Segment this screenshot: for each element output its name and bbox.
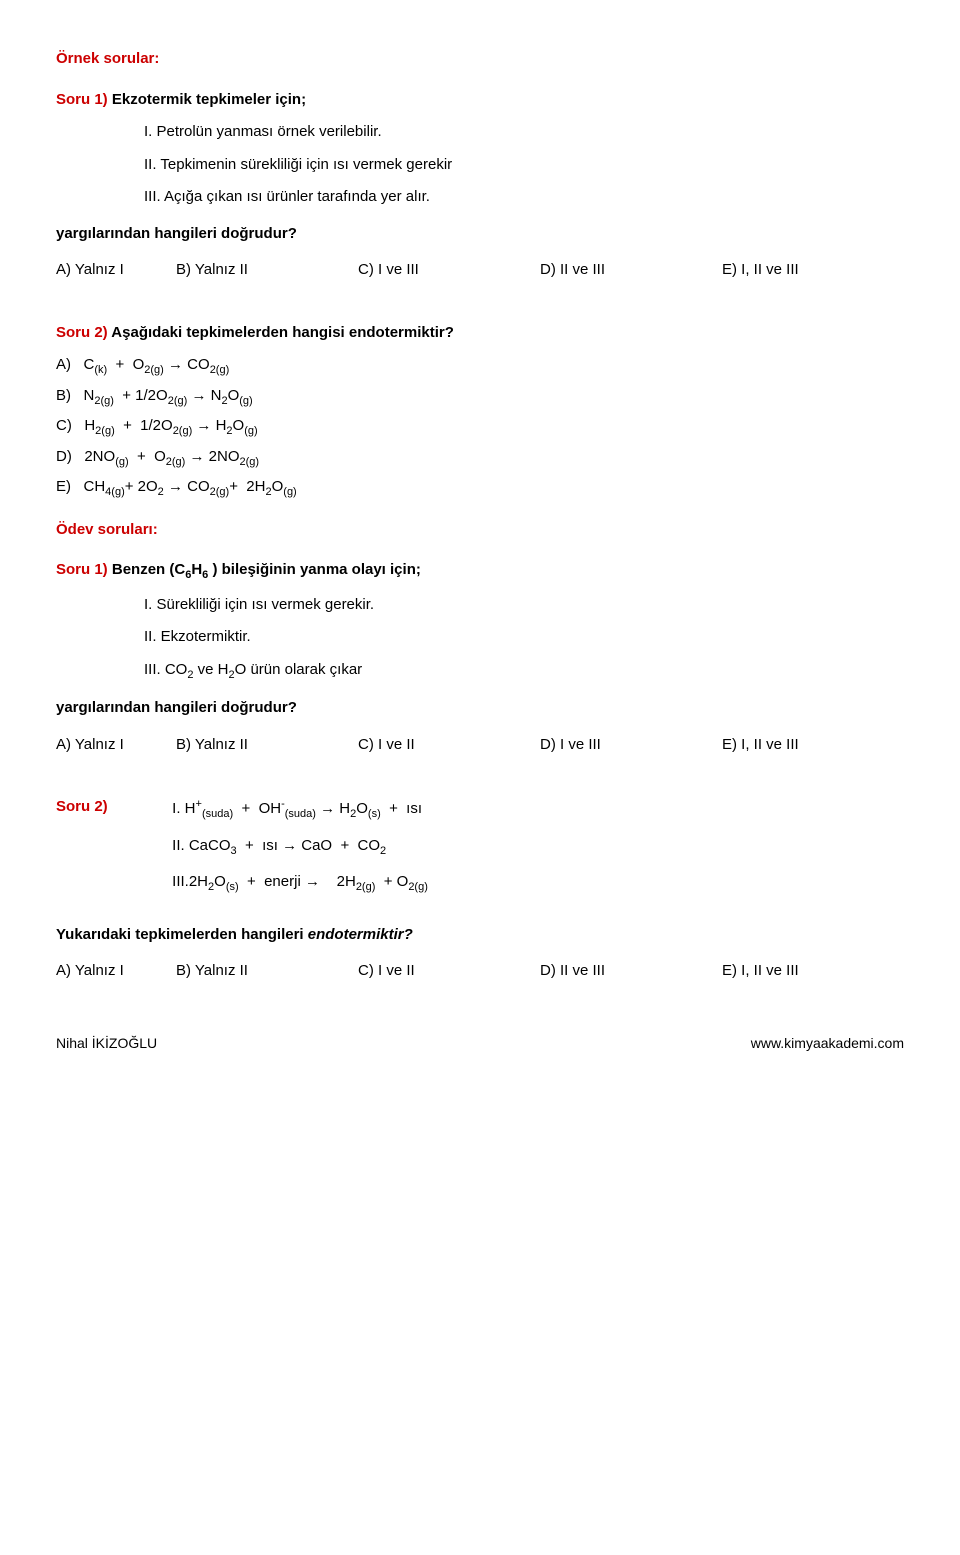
odev-soru2-yukaridaki-pre: Yukarıdaki tepkimelerden hangileri [56, 926, 308, 943]
odev-soru1-ii: II. Ekzotermiktir. [144, 626, 904, 649]
odev-soru1-title-1: Benzen (C [108, 561, 186, 578]
option-b: B) Yalnız II [176, 734, 358, 757]
option-d: D) II ve III [540, 259, 722, 282]
option-a: A) Yalnız I [56, 734, 176, 757]
option-e: E) I, II ve III [722, 734, 904, 757]
ornek-soru2-prefix: Soru 2) [56, 324, 108, 341]
odev-soru2-ii: II. CaCO3 + ısı → CaO + CO2 [172, 835, 428, 860]
ornek-soru1-statements: I. Petrolün yanması örnek verilebilir. I… [144, 121, 904, 209]
ornek-soru2-answers: A) C(k) + O2(g) → CO2(g) B) N2(g) + 1/2O… [56, 354, 904, 501]
odev-soru1-iii: III. CO2 ve H2O ürün olarak çıkar [144, 659, 904, 684]
ornek-soru2-intro: Soru 2) Aşağıdaki tepkimelerden hangisi … [56, 322, 904, 345]
odev-soru2-label: Soru 2) [56, 796, 168, 819]
ornek-soru1-iii: III. Açığa çıkan ısı ürünler tarafında y… [144, 186, 904, 209]
ornek-soru2-a: A) C(k) + O2(g) → CO2(g) [56, 354, 904, 379]
odev-soru2-yukaridaki-em: endotermiktir? [308, 926, 413, 943]
ornek-soru1-yargi: yargılarından hangileri doğrudur? [56, 223, 904, 246]
option-a: A) Yalnız I [56, 259, 176, 282]
section-odev-sorulari: Ödev soruları: [56, 519, 904, 542]
odev-soru1-title-2: H [191, 561, 202, 578]
odev-soru1-statements: I. Sürekliliği için ısı vermek gerekir. … [144, 594, 904, 684]
ornek-soru2-b: B) N2(g) + 1/2O2(g) → N2O(g) [56, 385, 904, 410]
option-d: D) II ve III [540, 960, 722, 983]
odev-soru2-yukaridaki: Yukarıdaki tepkimelerden hangileri endot… [56, 924, 904, 947]
odev-soru1-intro: Soru 1) Benzen (C6H6 ) bileşiğinin yanma… [56, 559, 904, 584]
page-footer: Nihal İKİZOĞLU www.kimyaakademi.com [56, 1033, 904, 1054]
footer-author: Nihal İKİZOĞLU [56, 1033, 157, 1054]
odev-soru1-title-3: ) bileşiğinin yanma olayı için; [208, 561, 421, 578]
footer-url: www.kimyaakademi.com [751, 1033, 904, 1054]
odev-soru1-prefix: Soru 1) [56, 561, 108, 578]
ornek-soru1-options: A) Yalnız I B) Yalnız II C) I ve III D) … [56, 259, 904, 282]
option-c: C) I ve III [358, 259, 540, 282]
odev-soru1-yargi: yargılarından hangileri doğrudur? [56, 697, 904, 720]
option-c: C) I ve II [358, 960, 540, 983]
odev-soru2: Soru 2) I. H+(suda) + OH-(suda) → H2O(s)… [56, 796, 904, 908]
odev-soru1-options: A) Yalnız I B) Yalnız II C) I ve II D) I… [56, 734, 904, 757]
odev-soru2-iii: III.2H2O(s) + enerji → 2H2(g) + O2(g) [172, 871, 428, 896]
option-e: E) I, II ve III [722, 960, 904, 983]
option-e: E) I, II ve III [722, 259, 904, 282]
ornek-soru1-prefix: Soru 1) [56, 91, 108, 108]
option-d: D) I ve III [540, 734, 722, 757]
ornek-soru1-i: I. Petrolün yanması örnek verilebilir. [144, 121, 904, 144]
odev-soru2-options: A) Yalnız I B) Yalnız II C) I ve II D) I… [56, 960, 904, 983]
odev-soru1-i: I. Sürekliliği için ısı vermek gerekir. [144, 594, 904, 617]
ornek-soru2-rest: Aşağıdaki tepkimelerden hangisi endoterm… [108, 324, 454, 341]
option-b: B) Yalnız II [176, 259, 358, 282]
ornek-soru2-d: D) 2NO(g) + O2(g) → 2NO2(g) [56, 446, 904, 471]
section-ornek-sorular: Örnek sorular: [56, 48, 904, 71]
ornek-soru1-rest: Ekzotermik tepkimeler için; [108, 91, 306, 108]
odev-soru2-lines: I. H+(suda) + OH-(suda) → H2O(s) + ısı I… [172, 796, 428, 908]
option-c: C) I ve II [358, 734, 540, 757]
ornek-soru1-intro: Soru 1) Ekzotermik tepkimeler için; [56, 89, 904, 112]
ornek-soru2-c: C) H2(g) + 1/2O2(g) → H2O(g) [56, 415, 904, 440]
ornek-soru2-e: E) CH4(g)+ 2O2 → CO2(g)+ 2H2O(g) [56, 476, 904, 501]
ornek-soru1-ii: II. Tepkimenin sürekliliği için ısı verm… [144, 154, 904, 177]
odev-soru2-i: I. H+(suda) + OH-(suda) → H2O(s) + ısı [172, 796, 428, 823]
option-b: B) Yalnız II [176, 960, 358, 983]
option-a: A) Yalnız I [56, 960, 176, 983]
